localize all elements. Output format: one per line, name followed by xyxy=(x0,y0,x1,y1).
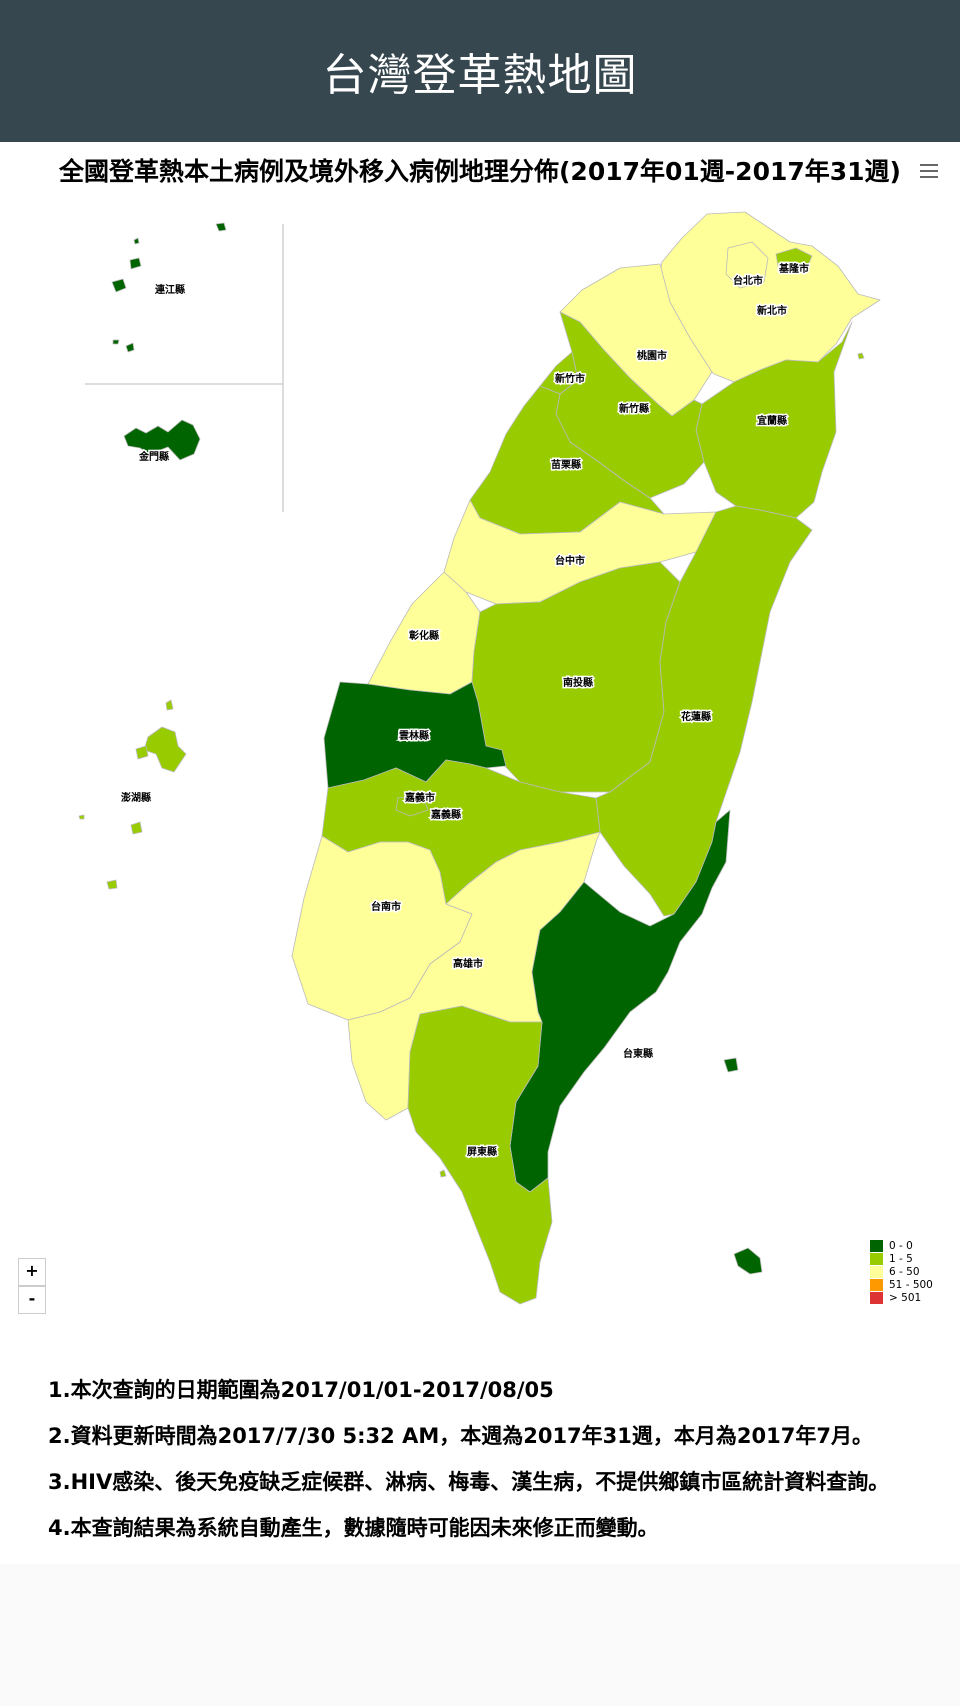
region-lienchiang[interactable] xyxy=(111,222,227,353)
map-panel: 全國登革熱本土病例及境外移入病例地理分佈(2017年01週-2017年31週) xyxy=(0,142,960,1564)
label-chiayicity: 嘉義市 xyxy=(404,791,435,804)
app-header: 台灣登革熱地圖 xyxy=(0,0,960,142)
legend-item: 1 - 5 xyxy=(870,1252,933,1265)
legend-swatch-0 xyxy=(870,1239,883,1252)
label-taipei: 台北市 xyxy=(733,274,763,287)
region-hsinchucity[interactable] xyxy=(539,351,579,395)
label-yunlin: 雲林縣 xyxy=(399,729,429,742)
note-item: 3.HIV感染、後天免疫缺乏症候群、淋病、梅毒、漢生病，不提供鄉鎮市區統計資料查… xyxy=(48,1470,890,1494)
note-item: 2.資料更新時間為2017/7/30 5:32 AM，本週為2017年31週，本… xyxy=(48,1424,873,1448)
region-taitung[interactable] xyxy=(509,809,731,1193)
region-orchidisland[interactable] xyxy=(733,1247,763,1275)
region-chiayicity[interactable] xyxy=(395,793,429,817)
legend-item: 6 - 50 xyxy=(870,1265,933,1278)
label-miaoli: 苗栗縣 xyxy=(551,458,581,471)
label-kaohsiung: 高雄市 xyxy=(453,957,483,970)
legend-swatch-3 xyxy=(870,1278,883,1291)
map-legend: 0 - 0 1 - 5 6 - 50 51 - 500 > 501 xyxy=(870,1239,933,1304)
region-taipei[interactable] xyxy=(725,241,769,289)
legend-label: 6 - 50 xyxy=(889,1265,920,1278)
note-item: 4.本查詢結果為系統自動產生，數據隨時可能因未來修正而變動。 xyxy=(48,1516,659,1540)
label-hualien: 花蓮縣 xyxy=(681,710,711,723)
label-taichung: 台中市 xyxy=(555,554,585,567)
region-liuqiu[interactable] xyxy=(439,1169,447,1178)
label-penghu: 澎湖縣 xyxy=(121,791,151,804)
label-tainan: 台南市 xyxy=(371,900,401,913)
label-nantou: 南投縣 xyxy=(563,676,593,689)
taiwan-map: 連江縣 金門縣 澎湖縣 基隆市 台北市 新北市 桃園市 新竹市 新竹縣 宜蘭縣 … xyxy=(78,211,881,1305)
region-labels: 連江縣 金門縣 澎湖縣 基隆市 台北市 新北市 桃園市 新竹市 新竹縣 宜蘭縣 … xyxy=(120,261,811,1160)
region-pingtung[interactable] xyxy=(407,1005,553,1305)
label-taoyuan: 桃園市 xyxy=(637,349,667,362)
region-greenisland[interactable] xyxy=(723,1057,739,1073)
label-keelung: 基隆市 xyxy=(778,262,809,275)
region-keelung[interactable] xyxy=(775,247,813,275)
label-newtaipei: 新北市 xyxy=(757,304,787,317)
label-lienchiang: 連江縣 xyxy=(155,283,185,296)
legend-label: 51 - 500 xyxy=(889,1278,933,1291)
chart-title: 全國登革熱本土病例及境外移入病例地理分佈(2017年01週-2017年31週) xyxy=(59,157,901,186)
label-taitung: 台東縣 xyxy=(623,1047,653,1060)
notes-list: 1.本次查詢的日期範圍為2017/01/01-2017/08/05 2.資料更新… xyxy=(48,1367,889,1551)
hamburger-menu-icon[interactable] xyxy=(920,164,938,180)
label-kinmen: 金門縣 xyxy=(138,450,169,463)
legend-item: 51 - 500 xyxy=(870,1278,933,1291)
label-chiayicounty: 嘉義縣 xyxy=(430,808,461,821)
label-changhua: 彰化縣 xyxy=(409,629,439,642)
app-title: 台灣登革熱地圖 xyxy=(322,50,638,101)
legend-item: > 501 xyxy=(870,1291,933,1304)
label-hsinchucity: 新竹市 xyxy=(555,372,585,385)
label-pingtung: 屏東縣 xyxy=(466,1145,497,1158)
zoom-in-button[interactable]: + xyxy=(18,1258,46,1286)
region-guishan-islet xyxy=(857,352,865,360)
legend-swatch-4 xyxy=(870,1291,883,1304)
legend-swatch-1 xyxy=(870,1252,883,1265)
note-item: 1.本次查詢的日期範圍為2017/01/01-2017/08/05 xyxy=(48,1378,554,1402)
legend-label: 0 - 0 xyxy=(889,1239,913,1252)
legend-swatch-2 xyxy=(870,1265,883,1278)
region-kinmen[interactable] xyxy=(123,419,201,461)
region-penghu[interactable] xyxy=(78,699,187,890)
legend-label: > 501 xyxy=(889,1291,922,1304)
legend-label: 1 - 5 xyxy=(889,1252,913,1265)
label-yilan: 宜蘭縣 xyxy=(757,414,787,427)
legend-item: 0 - 0 xyxy=(870,1239,933,1252)
zoom-out-button[interactable]: - xyxy=(18,1286,46,1314)
label-hsinchucounty: 新竹縣 xyxy=(619,402,649,415)
